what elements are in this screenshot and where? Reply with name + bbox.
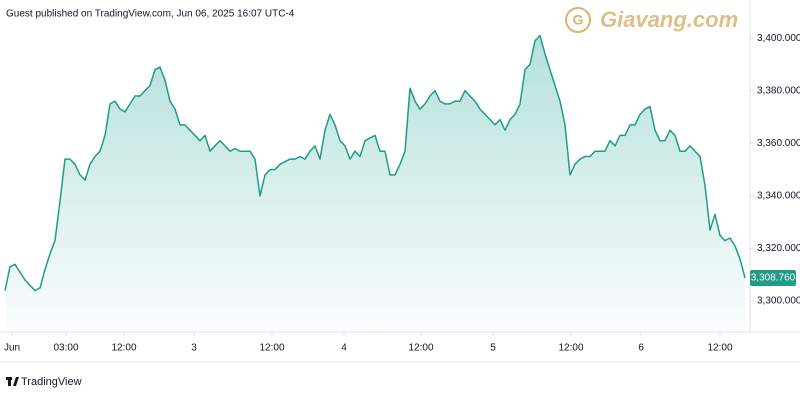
x-tick-label: 03:00 bbox=[53, 343, 78, 354]
price-line bbox=[4, 34, 746, 292]
last-price-tag bbox=[750, 270, 796, 287]
area-fill bbox=[5, 35, 745, 330]
x-tick-label: 5 bbox=[490, 343, 496, 354]
x-tick-label: 12:00 bbox=[707, 343, 732, 354]
last-price-label: 3,308.760 bbox=[751, 273, 796, 284]
x-tick-label: 12:00 bbox=[259, 343, 284, 354]
watermark-logo: G bbox=[565, 7, 591, 33]
x-tick-label: 12:00 bbox=[408, 343, 433, 354]
footer-brand: TradingView bbox=[21, 376, 82, 388]
x-tick-label: 6 bbox=[638, 343, 644, 354]
y-tick-label: 3,320.000 bbox=[757, 243, 800, 254]
x-tick-label: 12:00 bbox=[111, 343, 136, 354]
x-tick-label: 4 bbox=[341, 343, 347, 354]
x-tick-label: 12:00 bbox=[558, 343, 583, 354]
y-tick-label: 3,340.000 bbox=[757, 191, 800, 202]
y-tick-label: 3,380.000 bbox=[757, 85, 800, 96]
tv-logo bbox=[6, 377, 19, 386]
header: Guest published on TradingView.com, Jun … bbox=[6, 9, 295, 20]
y-tick-label: 3,400.000 bbox=[757, 33, 800, 44]
x-tick-label: 3 bbox=[191, 343, 197, 354]
svg-text:G: G bbox=[573, 12, 584, 28]
y-tick-label: 3,300.000 bbox=[757, 296, 800, 307]
x-tick-label: Jun bbox=[4, 343, 20, 354]
watermark: Giavang.com bbox=[600, 7, 738, 32]
y-tick-label: 3,360.000 bbox=[757, 138, 800, 149]
